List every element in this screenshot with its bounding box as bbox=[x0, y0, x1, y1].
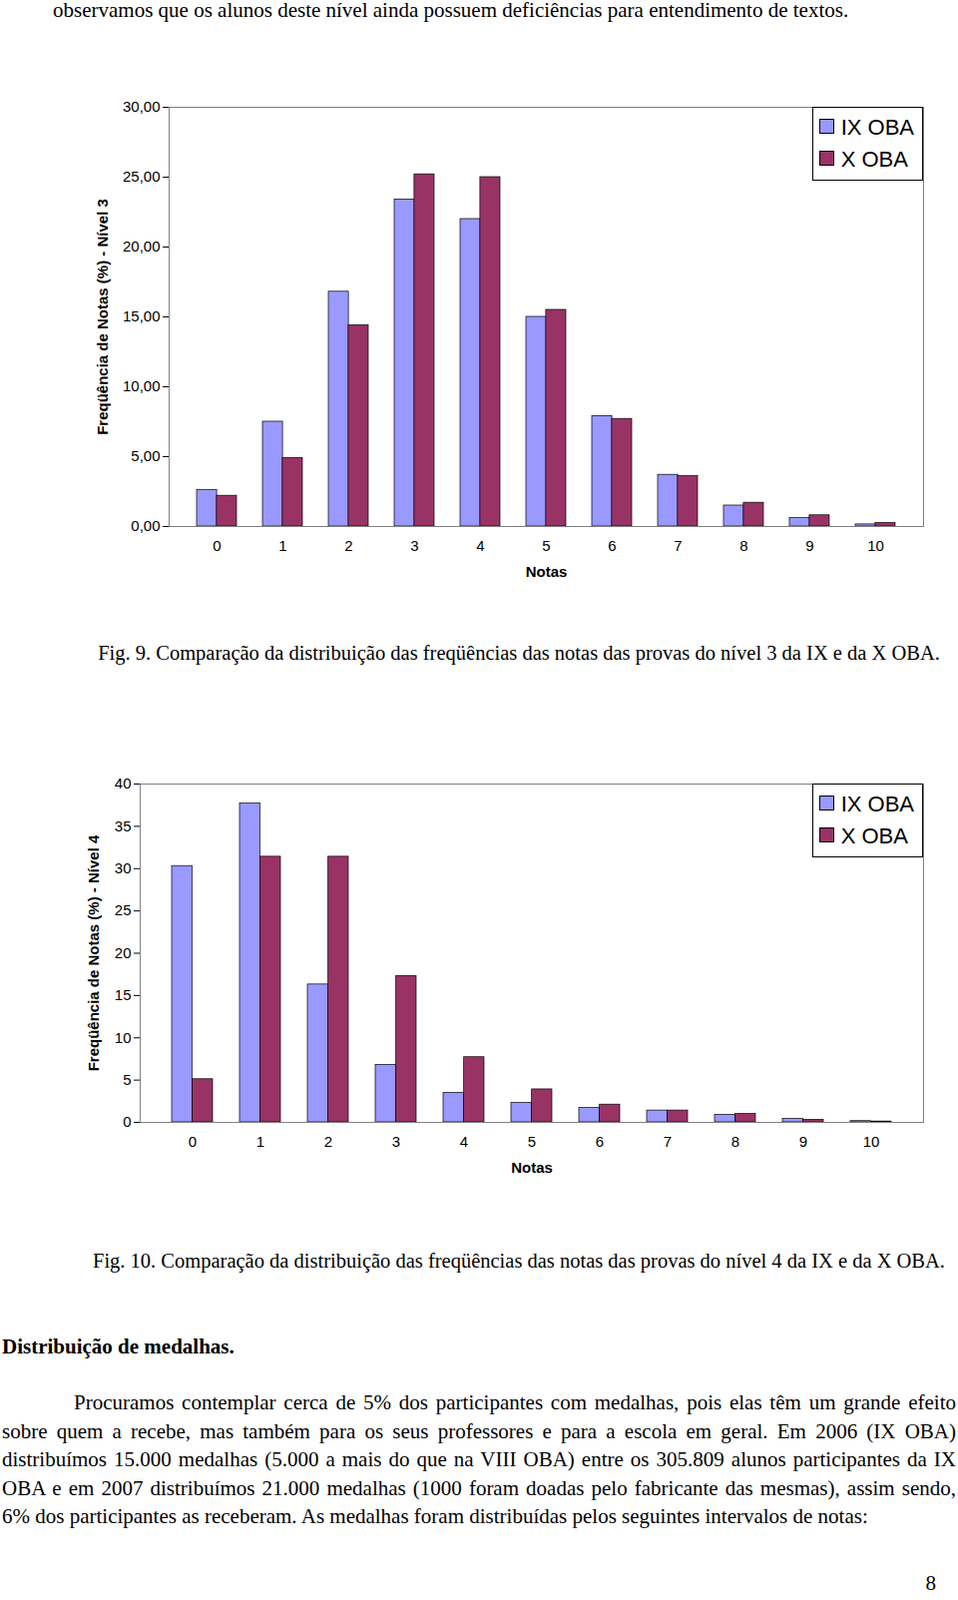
svg-text:8: 8 bbox=[731, 1132, 740, 1150]
svg-text:40: 40 bbox=[114, 774, 132, 792]
svg-text:0,00: 0,00 bbox=[130, 516, 160, 534]
svg-text:10: 10 bbox=[867, 536, 885, 554]
html-text:Procuramos contemplar cerca de: Procuramos contemplar cerca de 5% dos pa… bbox=[1, 1390, 957, 1529]
svg-text:15: 15 bbox=[114, 985, 132, 1003]
svg-text:5: 5 bbox=[541, 536, 550, 554]
svg-text:6: 6 bbox=[607, 536, 616, 554]
html-text:X OBA: X OBA bbox=[840, 823, 909, 849]
svg-text:2: 2 bbox=[324, 1132, 333, 1150]
svg-text:20: 20 bbox=[114, 944, 132, 961]
html-text:IX OBA: IX OBA bbox=[840, 114, 915, 140]
html-text:IX OBA: IX OBA bbox=[840, 791, 915, 817]
svg-text:5: 5 bbox=[527, 1132, 536, 1150]
svg-text:0: 0 bbox=[212, 536, 221, 554]
svg-text:30: 30 bbox=[114, 859, 132, 877]
svg-text:9: 9 bbox=[805, 536, 814, 554]
svg-text:1: 1 bbox=[278, 536, 287, 554]
svg-text:0: 0 bbox=[188, 1132, 197, 1150]
html-text:Distribuição de medalhas.: Distribuição de medalhas. bbox=[1, 1334, 235, 1359]
svg-text:3: 3 bbox=[392, 1132, 401, 1150]
svg-text:7: 7 bbox=[663, 1132, 672, 1150]
svg-text:3: 3 bbox=[410, 536, 419, 554]
svg-text:15,00: 15,00 bbox=[122, 307, 161, 325]
svg-text:5: 5 bbox=[122, 1070, 131, 1088]
html-text:Fig. 10. Comparação da distrib: Fig. 10. Comparação da distribuição das … bbox=[92, 1249, 946, 1272]
svg-text:25: 25 bbox=[114, 901, 132, 919]
svg-text:10: 10 bbox=[114, 1028, 132, 1046]
html-text:Fig. 9. Comparação da distribu: Fig. 9. Comparação da distribuição das f… bbox=[97, 641, 940, 664]
svg-text:10: 10 bbox=[863, 1132, 881, 1150]
html-text:8: 8 bbox=[925, 1570, 937, 1595]
svg-text:7: 7 bbox=[673, 536, 682, 554]
svg-text:25,00: 25,00 bbox=[122, 167, 161, 185]
svg-text:20,00: 20,00 bbox=[122, 237, 161, 255]
svg-text:4: 4 bbox=[476, 536, 484, 554]
svg-text:6: 6 bbox=[595, 1132, 604, 1150]
svg-text:Notas: Notas bbox=[510, 1158, 553, 1176]
svg-text:Freqüência de Notas (%) - Níve: Freqüência de Notas (%) - Nível 4 bbox=[84, 834, 102, 1071]
svg-text:Freqüência de Notas (%) - Níve: Freqüência de Notas (%) - Nível 3 bbox=[93, 198, 111, 436]
svg-text:5,00: 5,00 bbox=[130, 447, 160, 465]
svg-text:10,00: 10,00 bbox=[122, 377, 161, 395]
svg-text:4: 4 bbox=[460, 1132, 469, 1150]
svg-text:30,00: 30,00 bbox=[122, 97, 161, 115]
svg-text:2: 2 bbox=[344, 536, 353, 554]
svg-text:35: 35 bbox=[114, 817, 132, 835]
html-text:X OBA: X OBA bbox=[840, 146, 909, 172]
svg-text:1: 1 bbox=[256, 1132, 265, 1150]
svg-text:8: 8 bbox=[739, 536, 748, 554]
svg-text:0: 0 bbox=[122, 1112, 131, 1130]
svg-text:9: 9 bbox=[799, 1132, 808, 1150]
svg-text:Notas: Notas bbox=[525, 562, 568, 580]
